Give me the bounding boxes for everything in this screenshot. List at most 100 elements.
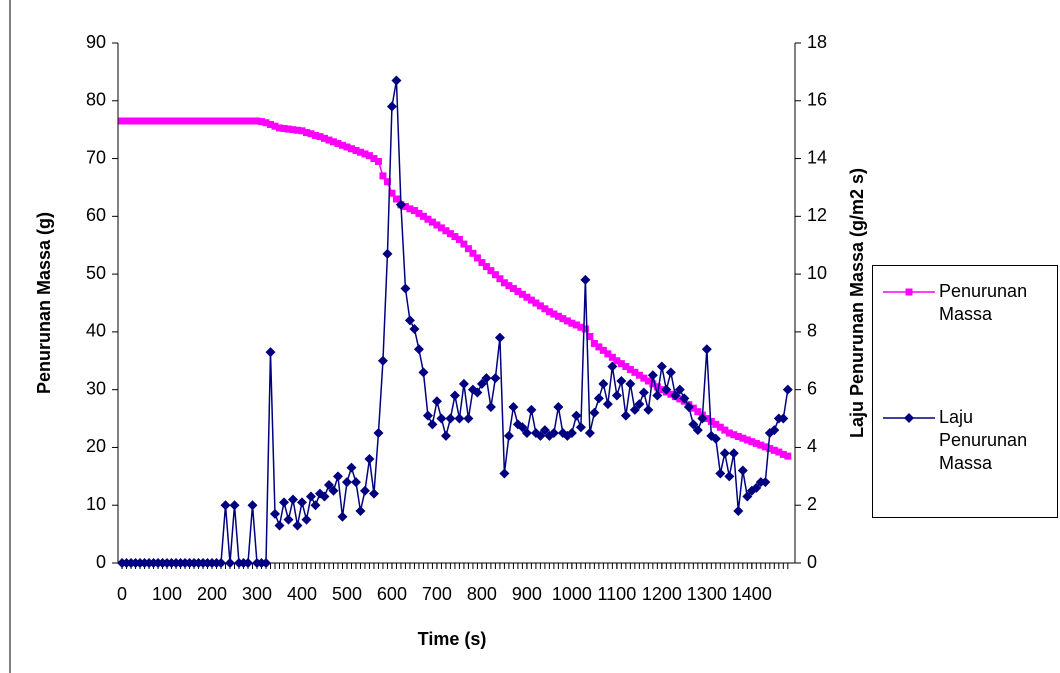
y2-tick-label: 10 xyxy=(807,263,827,283)
point xyxy=(644,377,652,385)
point xyxy=(782,384,793,395)
point xyxy=(617,360,625,368)
point xyxy=(739,434,747,442)
point xyxy=(235,117,243,125)
point xyxy=(710,433,721,444)
point xyxy=(284,125,292,133)
point xyxy=(181,117,189,125)
point xyxy=(440,430,451,441)
point xyxy=(725,429,733,437)
x-tick-label: 400 xyxy=(287,584,317,604)
point xyxy=(292,520,303,531)
point xyxy=(401,203,409,211)
x-tick-label: 0 xyxy=(117,584,127,604)
point xyxy=(575,422,586,433)
point xyxy=(590,339,598,347)
point xyxy=(118,117,126,125)
point xyxy=(661,384,672,395)
y2-tick-label: 6 xyxy=(807,378,817,398)
point xyxy=(410,207,418,215)
point xyxy=(271,122,279,130)
point xyxy=(760,477,771,488)
point xyxy=(377,355,388,366)
point xyxy=(509,285,517,293)
point xyxy=(625,378,636,389)
point xyxy=(905,288,913,296)
point xyxy=(247,500,258,511)
point xyxy=(427,419,438,430)
point xyxy=(589,407,600,418)
point xyxy=(350,477,361,488)
y-tick-label: 50 xyxy=(86,263,106,283)
point xyxy=(593,393,604,404)
point xyxy=(213,117,221,125)
point xyxy=(580,274,591,285)
point xyxy=(635,371,643,379)
point xyxy=(382,248,393,259)
point xyxy=(195,117,203,125)
y2-tick-label: 8 xyxy=(807,321,817,341)
x-tick-label: 100 xyxy=(152,584,182,604)
point xyxy=(572,321,580,329)
point xyxy=(260,558,271,568)
x-tick-label: 200 xyxy=(197,584,227,604)
point xyxy=(715,468,726,479)
point xyxy=(535,430,546,441)
point xyxy=(490,373,501,384)
x-tick-label: 600 xyxy=(377,584,407,604)
y2-axis-title: Laju Penurunan Massa (g/m2 s) xyxy=(847,168,867,438)
point xyxy=(341,477,352,488)
point xyxy=(127,117,135,125)
point xyxy=(361,150,369,158)
point xyxy=(289,126,297,134)
point xyxy=(302,129,310,137)
point xyxy=(296,497,307,508)
point xyxy=(581,325,589,333)
point xyxy=(428,218,436,226)
y2-tick-label: 18 xyxy=(807,32,827,52)
point xyxy=(548,428,559,438)
point xyxy=(437,224,445,232)
point xyxy=(168,117,176,125)
point xyxy=(527,296,535,304)
point xyxy=(584,428,595,438)
point xyxy=(460,240,468,248)
point xyxy=(442,227,450,235)
point xyxy=(265,347,276,358)
point xyxy=(728,448,739,459)
point xyxy=(770,446,778,454)
point xyxy=(400,283,411,294)
point xyxy=(616,376,627,386)
point xyxy=(431,396,442,407)
point xyxy=(608,353,616,361)
point xyxy=(613,357,621,365)
point xyxy=(225,558,236,568)
y-tick-label: 60 xyxy=(86,205,106,225)
point xyxy=(766,445,774,453)
point xyxy=(370,155,378,163)
legend-item: Laju Penurunan Massa xyxy=(879,406,1039,475)
point xyxy=(311,131,319,139)
point xyxy=(433,221,441,229)
point xyxy=(329,138,337,146)
point xyxy=(355,506,366,516)
point xyxy=(383,178,391,186)
y-tick-label: 0 xyxy=(96,552,106,572)
point xyxy=(521,428,532,438)
y-tick-label: 40 xyxy=(86,321,106,341)
point xyxy=(154,117,162,125)
point xyxy=(337,511,348,522)
legend-item: Penurunan Massa xyxy=(879,280,1039,326)
point xyxy=(216,558,227,568)
point xyxy=(419,212,427,220)
point xyxy=(730,431,738,439)
point xyxy=(275,124,283,132)
point xyxy=(409,324,420,334)
point xyxy=(674,384,685,395)
point xyxy=(643,404,654,415)
point xyxy=(689,404,697,412)
point xyxy=(243,558,254,568)
point xyxy=(697,413,708,424)
point xyxy=(404,315,415,326)
point xyxy=(231,117,239,125)
